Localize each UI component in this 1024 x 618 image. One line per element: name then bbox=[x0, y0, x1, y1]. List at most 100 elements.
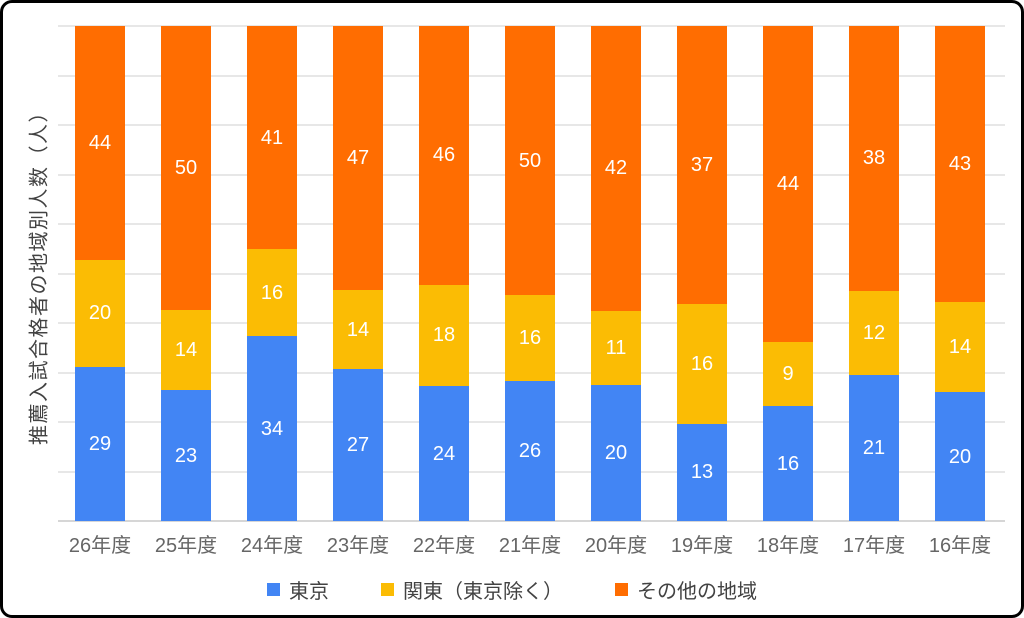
x-axis-label: 25年度 bbox=[155, 529, 217, 558]
data-label: 46 bbox=[432, 144, 456, 167]
data-label: 29 bbox=[88, 432, 112, 455]
legend-label: 東京 bbox=[289, 581, 329, 603]
bar-segment-東京: 20 bbox=[591, 385, 641, 521]
bar-segment-東京: 23 bbox=[161, 390, 211, 521]
data-label: 16 bbox=[690, 352, 714, 375]
data-label: 23 bbox=[174, 444, 198, 467]
bar-column-24年度: 41 16 34 bbox=[247, 26, 297, 521]
legend-label: 関東（東京除く） bbox=[403, 581, 563, 603]
x-axis-label-text: 24年度 bbox=[240, 535, 304, 557]
bar-segment-その他の地域: 43 bbox=[935, 26, 985, 303]
legend-color-swatch-icon bbox=[267, 583, 280, 596]
bar-segment-関東（東京除く）: 14 bbox=[935, 302, 985, 393]
bar-segment-東京: 16 bbox=[763, 406, 813, 521]
x-axis-label: 21年度 bbox=[499, 529, 561, 558]
bar-segment-その他の地域: 46 bbox=[419, 26, 469, 285]
data-label: 16 bbox=[260, 281, 284, 304]
bar-segment-その他の地域: 50 bbox=[505, 26, 555, 296]
bar-column-26年度: 44 20 29 bbox=[75, 26, 125, 521]
x-axis-label: 24年度 bbox=[241, 529, 303, 558]
bar-segment-関東（東京除く）: 9 bbox=[763, 341, 813, 407]
x-axis-label-text: 19年度 bbox=[670, 535, 734, 557]
data-label: 21 bbox=[862, 436, 886, 459]
bar-segment-その他の地域: 44 bbox=[75, 26, 125, 261]
x-axis-label: 17年度 bbox=[843, 529, 905, 558]
data-label: 27 bbox=[346, 434, 370, 457]
x-axis-label-text: 18年度 bbox=[756, 535, 820, 557]
bar-segment-関東（東京除く）: 14 bbox=[333, 290, 383, 370]
x-axis-label-text: 20年度 bbox=[584, 535, 648, 557]
bar-segment-東京: 20 bbox=[935, 392, 985, 521]
data-label: 9 bbox=[782, 362, 794, 385]
bars-row: 44 20 29 50 14 23 41 16 34 47 14 27 46 18 24 50 16 26 42 11… bbox=[75, 26, 985, 521]
bar-segment-関東（東京除く）: 16 bbox=[247, 249, 297, 337]
legend-label: その他の地域 bbox=[637, 581, 757, 603]
data-label: 26 bbox=[518, 440, 542, 463]
bar-segment-関東（東京除く）: 12 bbox=[849, 290, 899, 375]
data-label: 34 bbox=[260, 417, 284, 440]
bar-segment-その他の地域: 44 bbox=[763, 26, 813, 342]
legend-item-東京: 東京 bbox=[267, 575, 329, 604]
bar-segment-その他の地域: 47 bbox=[333, 26, 383, 291]
bar-segment-東京: 29 bbox=[75, 366, 125, 521]
data-label: 11 bbox=[605, 337, 627, 360]
x-axis-label-text: 22年度 bbox=[412, 535, 476, 557]
data-label: 44 bbox=[776, 172, 800, 195]
bar-segment-その他の地域: 41 bbox=[247, 26, 297, 250]
x-axis-label-text: 17年度 bbox=[842, 535, 906, 557]
data-label: 14 bbox=[174, 339, 198, 362]
data-label: 41 bbox=[260, 126, 284, 149]
data-label: 16 bbox=[776, 452, 800, 475]
bar-segment-その他の地域: 37 bbox=[677, 26, 727, 304]
data-label: 20 bbox=[948, 445, 972, 468]
x-axis-line bbox=[58, 520, 1005, 522]
bar-segment-関東（東京除く）: 14 bbox=[161, 310, 211, 391]
x-axis-label: 18年度 bbox=[757, 529, 819, 558]
x-axis-label: 22年度 bbox=[413, 529, 475, 558]
x-axis-label: 20年度 bbox=[585, 529, 647, 558]
data-label: 44 bbox=[88, 132, 112, 155]
x-axis-label-text: 25年度 bbox=[154, 535, 218, 557]
bar-segment-東京: 13 bbox=[677, 423, 727, 521]
bar-segment-関東（東京除く）: 18 bbox=[419, 284, 469, 386]
data-label: 38 bbox=[862, 147, 886, 170]
x-axis-label-text: 26年度 bbox=[68, 535, 132, 557]
bar-column-22年度: 46 18 24 bbox=[419, 26, 469, 521]
bar-segment-関東（東京除く）: 16 bbox=[505, 295, 555, 382]
x-axis-label: 26年度 bbox=[69, 529, 131, 558]
bar-segment-関東（東京除く）: 16 bbox=[677, 303, 727, 424]
bar-segment-その他の地域: 38 bbox=[849, 26, 899, 291]
x-axis: 26年度 25年度 24年度 23年度 22年度 21年度 20年度 19年度 18年度 17年度… bbox=[69, 529, 991, 558]
legend-item-関東（東京除く）: 関東（東京除く） bbox=[381, 575, 563, 604]
x-axis-label-text: 16年度 bbox=[928, 535, 992, 557]
bar-column-19年度: 37 16 13 bbox=[677, 26, 727, 521]
bar-segment-東京: 34 bbox=[247, 336, 297, 521]
plot-area: 44 20 29 50 14 23 41 16 34 47 14 27 46 18 24 50 16 26 42 11… bbox=[58, 25, 1005, 522]
data-label: 43 bbox=[948, 153, 972, 176]
legend-color-swatch-icon bbox=[615, 583, 628, 596]
data-label: 50 bbox=[518, 149, 542, 172]
data-label: 13 bbox=[690, 461, 714, 484]
data-label: 24 bbox=[432, 442, 456, 465]
bar-segment-関東（東京除く）: 11 bbox=[591, 310, 641, 386]
bar-column-16年度: 43 14 20 bbox=[935, 26, 985, 521]
bar-segment-東京: 26 bbox=[505, 381, 555, 521]
data-label: 47 bbox=[346, 147, 370, 170]
legend-item-その他の地域: その他の地域 bbox=[615, 575, 757, 604]
bar-segment-その他の地域: 50 bbox=[161, 26, 211, 311]
x-axis-label: 23年度 bbox=[327, 529, 389, 558]
x-axis-label: 16年度 bbox=[929, 529, 991, 558]
data-label: 42 bbox=[604, 157, 628, 180]
x-axis-label: 19年度 bbox=[671, 529, 733, 558]
legend-color-swatch-icon bbox=[381, 583, 394, 596]
legend: 東京 関東（東京除く） その他の地域 bbox=[3, 575, 1021, 604]
data-label: 14 bbox=[346, 318, 370, 341]
bar-segment-東京: 27 bbox=[333, 369, 383, 521]
data-label: 20 bbox=[604, 442, 628, 465]
data-label: 37 bbox=[690, 153, 714, 176]
bar-segment-東京: 21 bbox=[849, 374, 899, 521]
bar-column-25年度: 50 14 23 bbox=[161, 26, 211, 521]
bar-column-23年度: 47 14 27 bbox=[333, 26, 383, 521]
data-label: 18 bbox=[432, 324, 456, 347]
